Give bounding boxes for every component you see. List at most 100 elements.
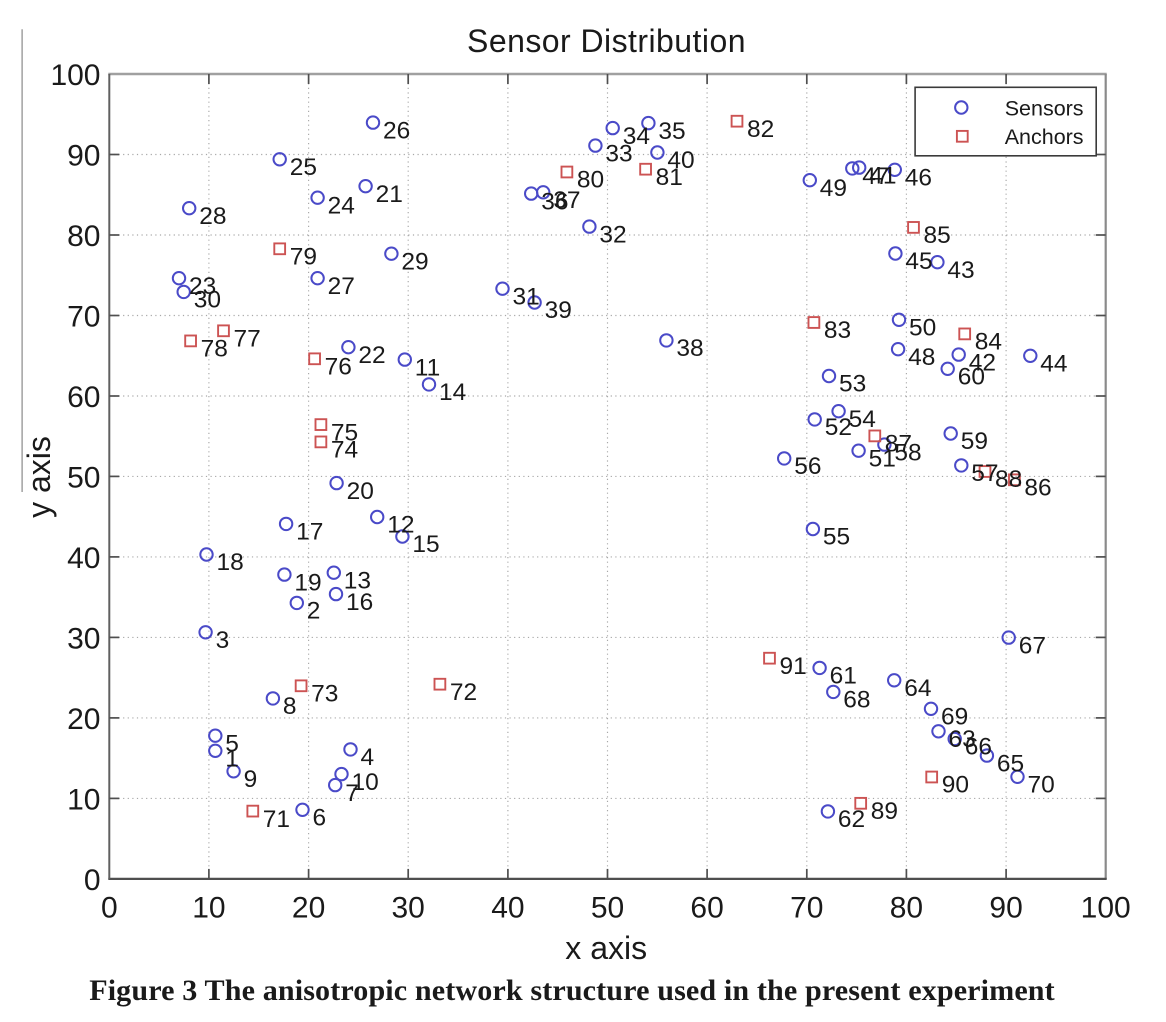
svg-text:69: 69 (941, 704, 968, 731)
svg-text:4: 4 (361, 744, 375, 771)
svg-text:46: 46 (905, 165, 932, 192)
svg-text:81: 81 (656, 164, 683, 191)
svg-text:70: 70 (67, 301, 100, 334)
svg-text:50: 50 (67, 461, 100, 494)
svg-text:78: 78 (201, 336, 228, 363)
svg-text:41: 41 (869, 162, 896, 189)
svg-text:9: 9 (244, 766, 258, 793)
svg-text:10: 10 (192, 892, 225, 925)
svg-text:6: 6 (313, 805, 327, 832)
svg-text:35: 35 (658, 118, 685, 145)
svg-text:15: 15 (412, 531, 439, 558)
svg-text:40: 40 (491, 892, 524, 925)
svg-text:49: 49 (820, 175, 847, 202)
svg-text:17: 17 (296, 519, 323, 546)
svg-text:60: 60 (67, 381, 100, 414)
svg-text:22: 22 (358, 342, 385, 369)
svg-text:20: 20 (67, 703, 100, 736)
svg-text:13: 13 (344, 567, 371, 594)
svg-text:52: 52 (825, 414, 852, 441)
svg-text:60: 60 (958, 364, 985, 391)
svg-text:83: 83 (824, 317, 851, 344)
svg-text:30: 30 (67, 622, 100, 655)
svg-text:65: 65 (997, 750, 1024, 777)
svg-text:Sensors: Sensors (1005, 96, 1084, 120)
svg-text:1: 1 (225, 746, 239, 773)
svg-text:23: 23 (189, 273, 216, 300)
svg-text:76: 76 (325, 354, 352, 381)
svg-text:36: 36 (541, 188, 568, 215)
svg-text:Sensor Distribution: Sensor Distribution (467, 23, 746, 59)
svg-text:62: 62 (838, 806, 865, 833)
svg-text:24: 24 (328, 192, 355, 219)
svg-text:43: 43 (947, 257, 974, 284)
svg-text:82: 82 (747, 116, 774, 143)
svg-text:18: 18 (217, 549, 244, 576)
svg-text:70: 70 (790, 892, 823, 925)
svg-text:0: 0 (84, 864, 101, 897)
svg-text:66: 66 (965, 734, 992, 761)
svg-text:68: 68 (843, 687, 870, 714)
svg-text:72: 72 (450, 679, 477, 706)
svg-text:25: 25 (290, 154, 317, 181)
svg-text:56: 56 (794, 453, 821, 480)
svg-text:Anchors: Anchors (1005, 125, 1084, 149)
svg-text:20: 20 (292, 892, 325, 925)
svg-text:32: 32 (599, 221, 626, 248)
svg-text:10: 10 (67, 783, 100, 816)
svg-text:57: 57 (971, 460, 998, 487)
svg-text:26: 26 (383, 117, 410, 144)
svg-text:70: 70 (1028, 772, 1055, 799)
svg-text:67: 67 (1019, 632, 1046, 659)
svg-text:80: 80 (67, 220, 100, 253)
svg-text:75: 75 (331, 419, 358, 446)
svg-text:100: 100 (50, 59, 100, 92)
svg-text:16: 16 (346, 589, 373, 616)
svg-text:20: 20 (347, 478, 374, 505)
svg-text:Figure 3 The anisotropic netwo: Figure 3 The anisotropic network structu… (89, 973, 1055, 1007)
svg-text:27: 27 (328, 273, 355, 300)
svg-text:38: 38 (676, 335, 703, 362)
svg-text:100: 100 (1081, 892, 1131, 925)
svg-text:y axis: y axis (21, 436, 57, 518)
svg-text:58: 58 (894, 439, 921, 466)
svg-text:11: 11 (415, 354, 440, 381)
svg-text:31: 31 (513, 283, 540, 310)
svg-text:85: 85 (924, 222, 951, 249)
svg-text:90: 90 (942, 772, 969, 799)
svg-text:64: 64 (904, 675, 931, 702)
svg-text:40: 40 (667, 147, 694, 174)
svg-text:71: 71 (263, 806, 290, 833)
svg-text:48: 48 (908, 344, 935, 371)
svg-text:90: 90 (989, 892, 1022, 925)
svg-text:7: 7 (345, 780, 359, 807)
svg-text:10: 10 (352, 769, 379, 796)
svg-text:61: 61 (830, 663, 857, 690)
svg-text:63: 63 (949, 726, 976, 753)
svg-text:29: 29 (401, 248, 428, 275)
svg-text:8: 8 (283, 693, 297, 720)
svg-text:33: 33 (605, 140, 632, 167)
svg-text:44: 44 (1040, 351, 1067, 378)
svg-text:28: 28 (199, 203, 226, 230)
svg-text:42: 42 (969, 349, 996, 376)
svg-text:47: 47 (862, 163, 889, 190)
svg-text:55: 55 (823, 524, 850, 551)
svg-text:19: 19 (294, 569, 321, 596)
svg-text:3: 3 (216, 627, 230, 654)
svg-text:51: 51 (869, 445, 896, 472)
svg-text:60: 60 (690, 892, 723, 925)
svg-text:74: 74 (331, 437, 358, 464)
svg-text:80: 80 (890, 892, 923, 925)
svg-text:54: 54 (849, 406, 876, 433)
svg-text:37: 37 (553, 187, 580, 214)
svg-text:86: 86 (1024, 475, 1051, 502)
svg-text:2: 2 (307, 598, 321, 625)
svg-text:89: 89 (871, 798, 898, 825)
svg-text:53: 53 (839, 371, 866, 398)
svg-text:90: 90 (67, 140, 100, 173)
svg-text:39: 39 (545, 297, 572, 324)
svg-text:45: 45 (905, 248, 932, 275)
svg-text:21: 21 (376, 181, 403, 208)
svg-text:5: 5 (225, 730, 239, 757)
